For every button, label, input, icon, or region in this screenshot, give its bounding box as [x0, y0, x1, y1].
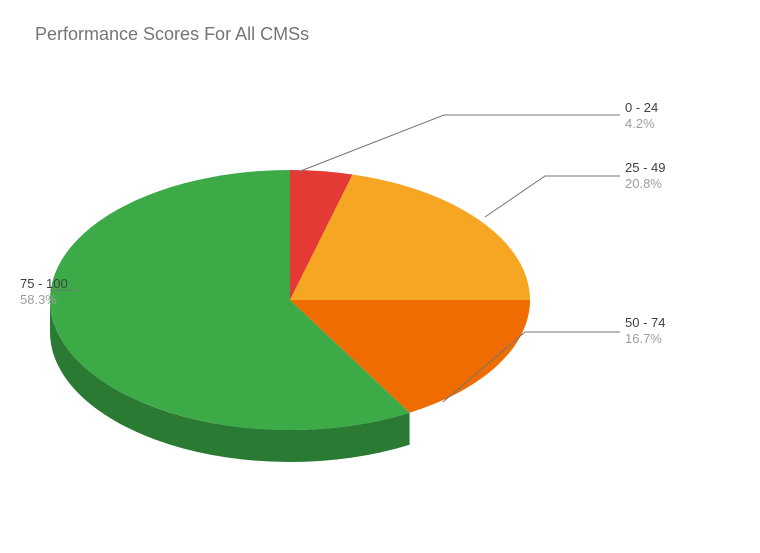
slice-label: 75 - 10058.3% — [20, 276, 68, 308]
slice-label-pct: 58.3% — [20, 292, 68, 308]
slice-label-pct: 20.8% — [625, 176, 665, 192]
slice-label-name: 0 - 24 — [625, 100, 658, 116]
slice-label-name: 50 - 74 — [625, 315, 665, 331]
slice-label-name: 75 - 100 — [20, 276, 68, 292]
slice-label-pct: 4.2% — [625, 116, 658, 132]
slice-label-pct: 16.7% — [625, 331, 665, 347]
slice-label-name: 25 - 49 — [625, 160, 665, 176]
slice-label: 50 - 7416.7% — [625, 315, 665, 347]
leader-line — [298, 115, 620, 172]
slice-label: 25 - 4920.8% — [625, 160, 665, 192]
slice-label: 0 - 244.2% — [625, 100, 658, 132]
pie-chart — [0, 0, 760, 553]
leader-line — [485, 176, 620, 217]
